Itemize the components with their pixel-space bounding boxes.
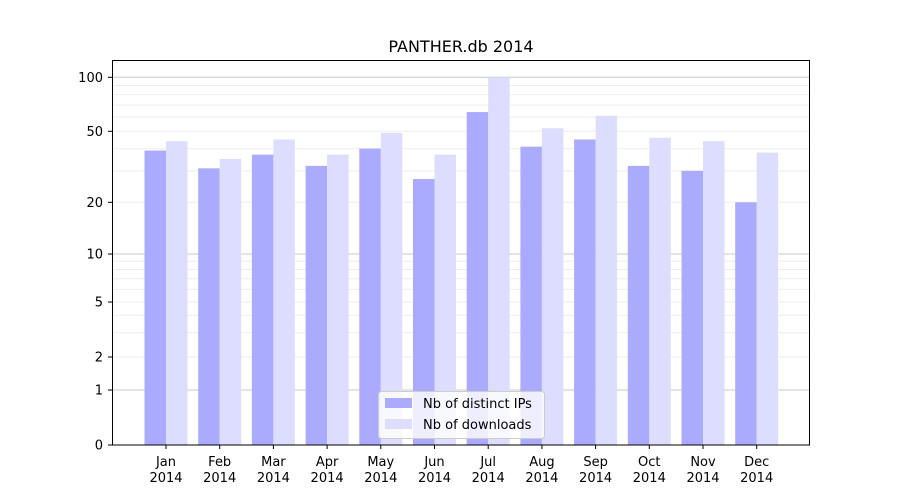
- x-tick-label: Nov 2014: [686, 455, 719, 486]
- bar-ips: [305, 165, 328, 445]
- chart-title: PANTHER.db 2014: [388, 37, 533, 56]
- bar-downloads: [166, 141, 188, 446]
- y-tick-label: 0: [95, 439, 103, 454]
- bar-downloads: [595, 115, 618, 446]
- x-tick-label: Dec 2014: [740, 455, 773, 486]
- bar-ips: [520, 146, 542, 445]
- legend-swatch-downloads: [385, 419, 412, 429]
- y-axis: 0 1 2 5 10 20 50 100: [78, 71, 112, 454]
- plot-frame: [112, 60, 810, 446]
- bar-ips: [359, 148, 381, 445]
- x-tick-label: Apr 2014: [311, 455, 344, 486]
- bar-downloads: [327, 154, 349, 445]
- y-tick-label: 20: [86, 196, 103, 211]
- x-axis: Jan 2014 Feb 2014 Mar 2014 Apr 2014 May 2014 Jun 20…: [149, 445, 773, 486]
- x-tick-label: Jan 2014: [149, 455, 182, 486]
- bars: [144, 77, 779, 446]
- legend-label-ips: Nb of distinct IPs: [423, 397, 532, 412]
- bar-downloads: [756, 152, 779, 445]
- bar-ips: [681, 170, 703, 445]
- bar-downloads: [649, 137, 671, 446]
- x-tick-label: Oct 2014: [633, 455, 666, 486]
- x-tick-label: Jul 2014: [472, 455, 505, 486]
- legend-swatch-ips: [385, 398, 412, 408]
- bar-downloads: [541, 128, 564, 445]
- legend-label-downloads: Nb of downloads: [423, 418, 532, 433]
- bar-ips: [735, 202, 757, 445]
- bar-downloads: [703, 141, 725, 446]
- bar-downloads: [434, 154, 456, 445]
- y-tick-label: 1: [95, 384, 103, 399]
- x-tick-label: Feb 2014: [203, 455, 236, 486]
- y-tick-label: 2: [95, 351, 103, 366]
- x-tick-label: Aug 2014: [525, 455, 558, 486]
- bar-ips: [627, 165, 650, 445]
- x-tick-label: Mar 2014: [257, 455, 290, 486]
- bar-ips: [251, 154, 274, 445]
- y-tick-label: 50: [86, 125, 103, 140]
- y-tick-label: 5: [95, 296, 103, 311]
- bar-downloads: [488, 77, 510, 446]
- bar-ips: [466, 112, 489, 445]
- bar-ips: [413, 179, 435, 445]
- x-tick-label: Sep 2014: [579, 455, 612, 486]
- bar-ips: [574, 139, 596, 446]
- bar-downloads: [380, 132, 403, 446]
- bar-downloads: [273, 139, 295, 446]
- bar-downloads: [219, 158, 242, 445]
- x-tick-label: Jun 2014: [418, 455, 451, 486]
- bar-ips: [144, 150, 166, 445]
- legend: Nb of distinct IPs Nb of downloads: [378, 391, 545, 439]
- bar-ips: [198, 168, 220, 445]
- y-tick-label: 100: [78, 71, 103, 86]
- y-tick-label: 10: [86, 248, 103, 263]
- x-tick-label: May 2014: [364, 455, 397, 486]
